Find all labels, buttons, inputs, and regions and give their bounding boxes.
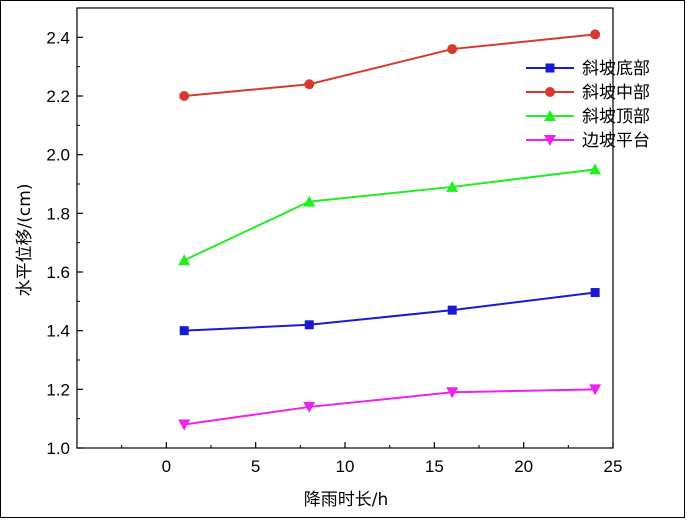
y-tick-label: 1.6: [46, 263, 70, 282]
series-line: [183, 168, 596, 262]
data-point: [178, 254, 191, 266]
legend-marker: [545, 87, 555, 97]
legend-label: 边坡平台: [582, 131, 650, 151]
data-point: [589, 163, 602, 175]
y-axis-ticks: 1.0 1.2 1.4 1.6 1.8 2.0 2.2 2.4: [46, 28, 83, 458]
data-point: [178, 419, 191, 431]
y-tick-label: 2.4: [46, 28, 70, 47]
data-point: [304, 79, 315, 90]
y-tick-label: 1.4: [46, 322, 70, 341]
data-point: [447, 305, 457, 315]
data-point: [179, 91, 190, 101]
data-point: [303, 401, 316, 413]
y-tick-label: 2.0: [46, 146, 70, 165]
x-tick-label: 10: [336, 457, 355, 476]
series-4: [178, 384, 602, 431]
legend-item: 边坡平台: [526, 131, 650, 151]
y-tick-label: 1.2: [46, 380, 70, 399]
data-point: [590, 288, 600, 298]
x-tick-label: 0: [162, 457, 171, 476]
data-point: [590, 29, 601, 40]
legend-item: 斜坡底部: [526, 59, 650, 79]
series-line: [184, 291, 596, 332]
data-point: [446, 180, 459, 192]
series-2: [179, 29, 601, 101]
legend-label: 斜坡中部: [582, 83, 650, 103]
data-point: [446, 387, 459, 399]
x-axis-ticks: 0 5 10 15 20 25: [121, 442, 623, 476]
data-point: [304, 320, 314, 330]
x-tick-label: 5: [251, 457, 260, 476]
legend-item: 斜坡顶部: [526, 107, 650, 127]
series-layer: [178, 29, 602, 431]
legend-label: 斜坡底部: [582, 59, 650, 79]
y-tick-label: 2.2: [46, 87, 70, 106]
x-tick-label: 20: [514, 457, 533, 476]
legend-marker: [544, 135, 556, 146]
data-point: [447, 44, 458, 55]
x-axis-label: 降雨时长/h: [304, 490, 389, 510]
y-axis-label: 水平位移/(cm): [15, 184, 35, 297]
y-tick-label: 1.0: [46, 439, 70, 458]
data-point: [303, 195, 316, 207]
series-line: [184, 388, 596, 426]
legend-marker: [545, 63, 555, 73]
x-tick-label: 15: [425, 457, 444, 476]
y-tick-label: 1.8: [46, 204, 70, 223]
data-point: [589, 384, 602, 396]
x-tick-label: 25: [604, 457, 623, 476]
axes: [76, 7, 614, 449]
legend-item: 斜坡中部: [526, 83, 650, 103]
data-point: [179, 326, 189, 336]
legend-label: 斜坡顶部: [582, 107, 650, 127]
plot-area-border: [76, 7, 614, 449]
series-1: [179, 288, 600, 336]
legend-marker: [544, 110, 556, 121]
series-3: [178, 163, 602, 266]
series-line: [184, 33, 596, 97]
